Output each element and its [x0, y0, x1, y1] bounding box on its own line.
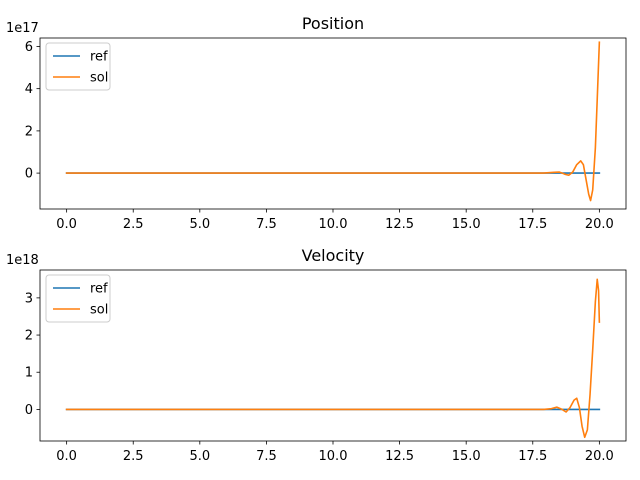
position-y-tick-label: 0 [25, 167, 33, 182]
velocity-x-tick-label: 12.5 [385, 449, 414, 464]
velocity-x-tick-label: 5.0 [189, 449, 210, 464]
position-x-tick-label: 15.0 [452, 217, 481, 232]
position-x-tick-label: 0.0 [56, 217, 77, 232]
position-x-tick-label: 7.5 [256, 217, 277, 232]
position-x-tick-label: 5.0 [189, 217, 210, 232]
velocity-legend-label-sol: sol [90, 303, 108, 318]
velocity-x-tick-label: 7.5 [256, 449, 277, 464]
velocity-plot: Velocity 1e18 0.0 2.5 5.0 7.5 10.0 12.5 15.0 17… [6, 246, 627, 464]
velocity-x-tick-label: 2.5 [123, 449, 144, 464]
velocity-title: Velocity [302, 246, 365, 265]
velocity-legend-box [45, 274, 111, 323]
position-series-sol [65, 41, 601, 202]
velocity-y-tick-label: 0 [25, 403, 33, 418]
velocity-y-tick-label: 3 [25, 291, 33, 306]
velocity-y-tick-label: 2 [25, 329, 33, 344]
position-title: Position [302, 14, 364, 33]
position-y-tick-label: 2 [25, 124, 33, 139]
position-offset-label: 1e17 [6, 21, 39, 36]
velocity-x-tick-label: 0.0 [56, 449, 77, 464]
position-x-tick-label: 2.5 [123, 217, 144, 232]
position-y-tick-label: 6 [25, 40, 33, 55]
position-legend-label-ref: ref [90, 50, 108, 65]
position-legend: ref sol [45, 42, 111, 91]
velocity-legend-label-ref: ref [90, 282, 108, 297]
position-axes-frame [39, 37, 627, 210]
position-x-tick-label: 17.5 [518, 217, 547, 232]
velocity-x-tick-label: 10.0 [319, 449, 348, 464]
position-legend-label-sol: sol [90, 71, 108, 86]
velocity-offset-label: 1e18 [6, 253, 39, 268]
position-plot: Position 1e17 0.0 2.5 5.0 7.5 10.0 12.5 15.0 17… [6, 14, 627, 232]
velocity-x-tick-label: 15.0 [452, 449, 481, 464]
velocity-axes-frame [39, 269, 627, 442]
position-x-tick-label: 10.0 [319, 217, 348, 232]
position-legend-box [45, 42, 111, 91]
velocity-x-tick-label: 20.0 [585, 449, 614, 464]
position-x-tick-label: 12.5 [385, 217, 414, 232]
velocity-y-tick-label: 1 [25, 366, 33, 381]
position-x-tick-label: 20.0 [585, 217, 614, 232]
position-y-tick-label: 4 [25, 82, 33, 97]
velocity-series-sol [65, 278, 601, 439]
velocity-x-tick-label: 17.5 [518, 449, 547, 464]
velocity-legend: ref sol [45, 274, 111, 323]
